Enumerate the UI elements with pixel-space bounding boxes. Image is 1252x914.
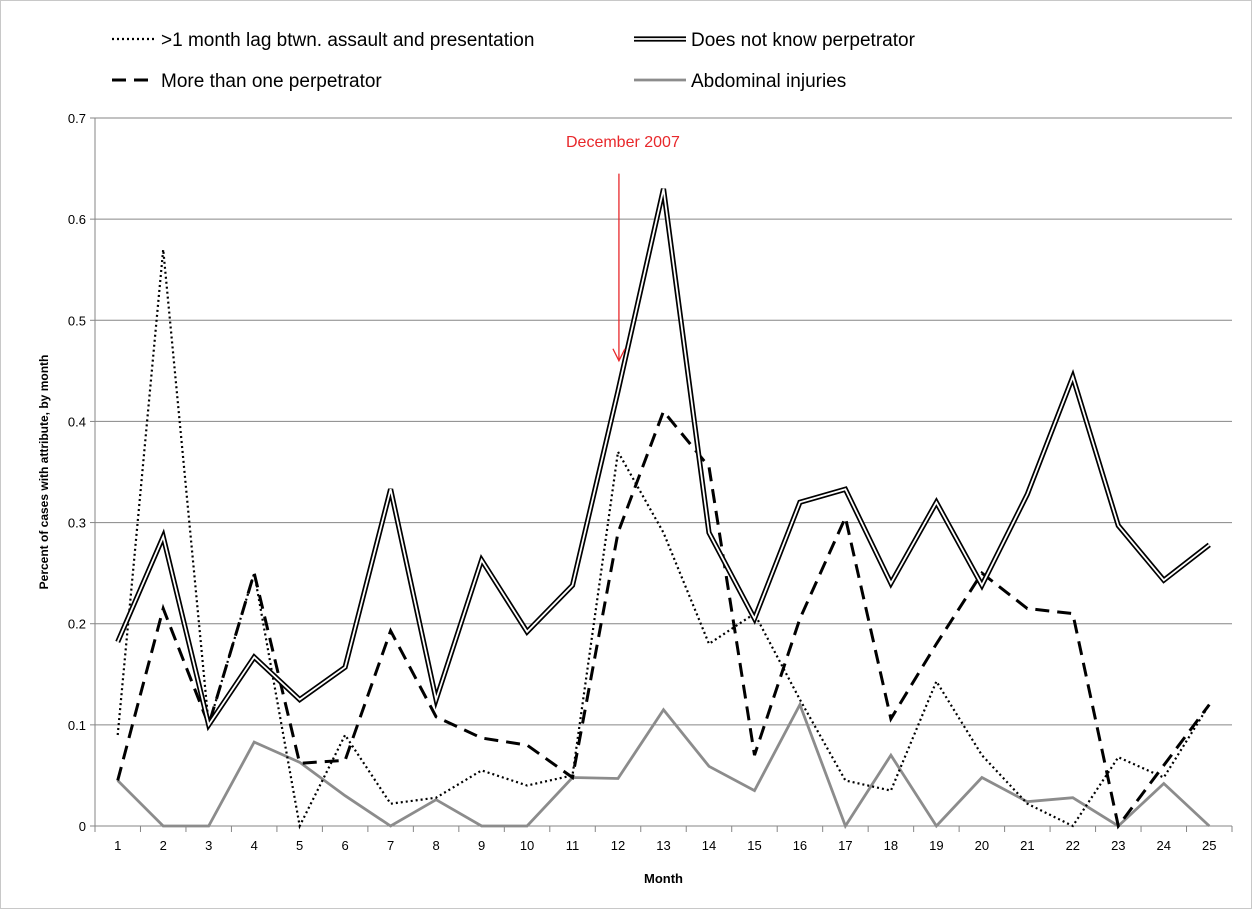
- x-tick-label: 3: [205, 838, 212, 853]
- x-tick-label: 6: [342, 838, 349, 853]
- x-tick-label: 13: [656, 838, 670, 853]
- y-tick-label: 0.3: [68, 516, 86, 531]
- x-tick-label: 18: [884, 838, 898, 853]
- x-axis-title: Month: [644, 871, 683, 886]
- x-tick-label: 11: [566, 838, 580, 853]
- legend-label: Does not know perpetrator: [691, 30, 916, 51]
- y-tick-label: 0.2: [68, 617, 86, 632]
- x-tick-label: 22: [1066, 838, 1080, 853]
- x-tick-label: 20: [975, 838, 989, 853]
- x-tick-label: 9: [478, 838, 485, 853]
- y-tick-label: 0: [79, 819, 86, 834]
- y-tick-label: 0.7: [68, 111, 86, 126]
- x-tick-label: 21: [1020, 838, 1034, 853]
- x-tick-label: 19: [929, 838, 943, 853]
- x-tick-label: 7: [387, 838, 394, 853]
- legend-label: More than one perpetrator: [161, 71, 382, 92]
- x-tick-label: 1: [114, 838, 121, 853]
- legend-label: >1 month lag btwn. assault and presentat…: [161, 30, 534, 51]
- x-tick-label: 12: [611, 838, 625, 853]
- x-tick-label: 14: [702, 838, 716, 853]
- y-axis-title: Percent of cases with attribute, by mont…: [37, 355, 51, 590]
- x-tick-label: 15: [747, 838, 761, 853]
- x-tick-label: 24: [1157, 838, 1171, 853]
- x-tick-label: 17: [838, 838, 852, 853]
- x-tick-label: 2: [160, 838, 167, 853]
- x-tick-label: 23: [1111, 838, 1125, 853]
- y-tick-label: 0.6: [68, 212, 86, 227]
- x-tick-label: 25: [1202, 838, 1216, 853]
- legend-label: Abdominal injuries: [691, 71, 846, 92]
- x-tick-label: 4: [251, 838, 258, 853]
- x-tick-label: 5: [296, 838, 303, 853]
- legend-item: >1 month lag btwn. assault and presentat…: [112, 30, 534, 51]
- x-tick-label: 8: [432, 838, 439, 853]
- x-tick-label: 16: [793, 838, 807, 853]
- y-tick-label: 0.5: [68, 313, 86, 328]
- y-tick-label: 0.1: [68, 718, 86, 733]
- x-tick-label: 10: [520, 838, 534, 853]
- y-tick-label: 0.4: [68, 414, 86, 429]
- annotation-label: December 2007: [566, 134, 680, 151]
